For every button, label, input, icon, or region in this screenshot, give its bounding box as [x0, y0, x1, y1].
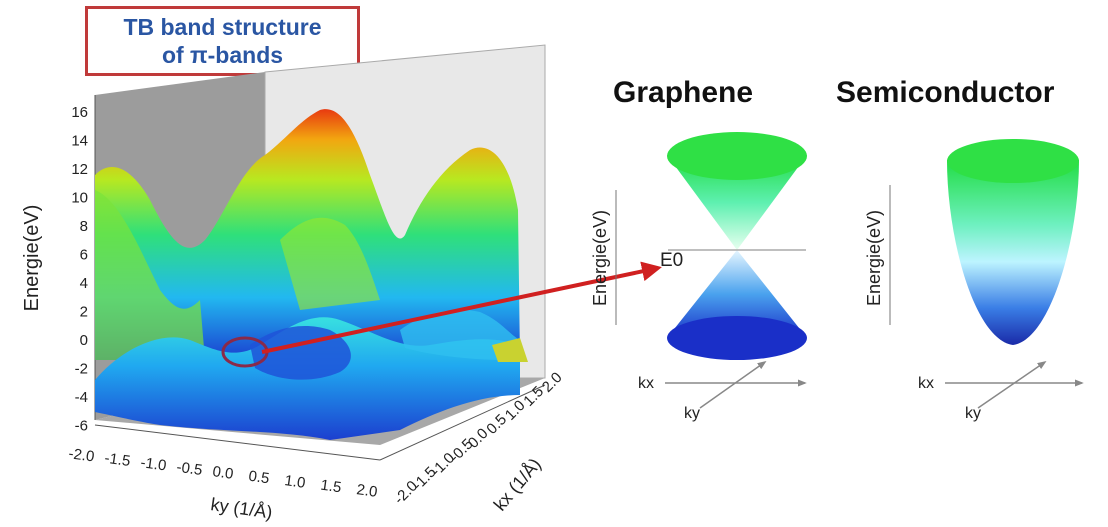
ky-tick-label: -0.5	[175, 459, 203, 479]
ky-axis-ticks: -2.0 -1.5 -1.0 -0.5 0.0 0.5 1.0 1.5 2.0	[67, 445, 378, 501]
z-tick-label: 6	[80, 247, 88, 264]
z-tick-label: 10	[71, 190, 88, 207]
link-arrow	[261, 261, 662, 354]
ky-tick-label: -2.0	[67, 445, 95, 465]
graphene-ky-label: ky	[684, 405, 700, 422]
z-tick-label: 16	[71, 104, 88, 121]
graphene-kx-label: kx	[638, 375, 654, 392]
graphene-dirac-cone	[667, 132, 807, 360]
band-surface	[95, 109, 528, 440]
z-tick-label: 0	[80, 332, 88, 349]
z-tick-label: 12	[71, 161, 88, 178]
ky-tick-label: 0.0	[211, 463, 234, 483]
title-line-2: of π-bands	[161, 42, 284, 68]
semiconductor-bowl	[947, 160, 1079, 345]
ky-tick-label: 0.5	[247, 468, 270, 488]
kx-axis-line	[379, 384, 546, 461]
lower-cone	[667, 250, 807, 338]
ky-tick-label: 1.0	[283, 472, 306, 492]
graphene-y-label: Energie(eV)	[590, 210, 610, 306]
z-axis-label: Energie(eV)	[21, 205, 43, 312]
lower-cone-bottom	[667, 316, 807, 360]
ky-axis-label: ky (1/Å)	[209, 494, 273, 522]
semiconductor-ky-label: ky	[965, 405, 981, 422]
upper-cone	[667, 155, 807, 250]
ky-tick-label: 2.0	[355, 481, 378, 501]
ky-tick-label: -1.0	[139, 454, 167, 474]
upper-cone-top	[667, 132, 807, 180]
semiconductor-title: Semiconductor	[836, 76, 1055, 109]
graphene-title: Graphene	[613, 76, 754, 109]
semiconductor-band	[947, 139, 1079, 345]
ky-tick-label: 1.5	[319, 477, 342, 497]
z-tick-label: 2	[80, 304, 88, 321]
z-tick-label: -6	[75, 418, 88, 435]
ky-tick-label: -1.5	[103, 450, 131, 470]
semiconductor-y-label: Energie(eV)	[864, 210, 884, 306]
semiconductor-kx-label: kx	[918, 375, 934, 392]
z-axis-ticks: 16 14 12 10 8 6 4 2 0 -2 -4 -6	[71, 104, 88, 435]
kx-axis-label: kx (1/Å)	[490, 454, 545, 514]
z-tick-label: -4	[75, 389, 88, 406]
z-tick-label: 8	[80, 218, 88, 235]
semiconductor-bowl-top	[947, 139, 1079, 183]
z-tick-label: -2	[75, 361, 88, 378]
title-line-1: TB band structure	[123, 14, 322, 40]
ky-axis-line	[94, 424, 381, 461]
z-tick-label: 14	[71, 133, 88, 150]
fermi-label: E0	[660, 250, 683, 271]
title-box: TB band structure of π-bands	[85, 6, 360, 76]
z-tick-label: 4	[80, 275, 88, 292]
semiconductor-ky-axis	[977, 360, 1047, 409]
graphene-ky-axis	[699, 360, 767, 409]
